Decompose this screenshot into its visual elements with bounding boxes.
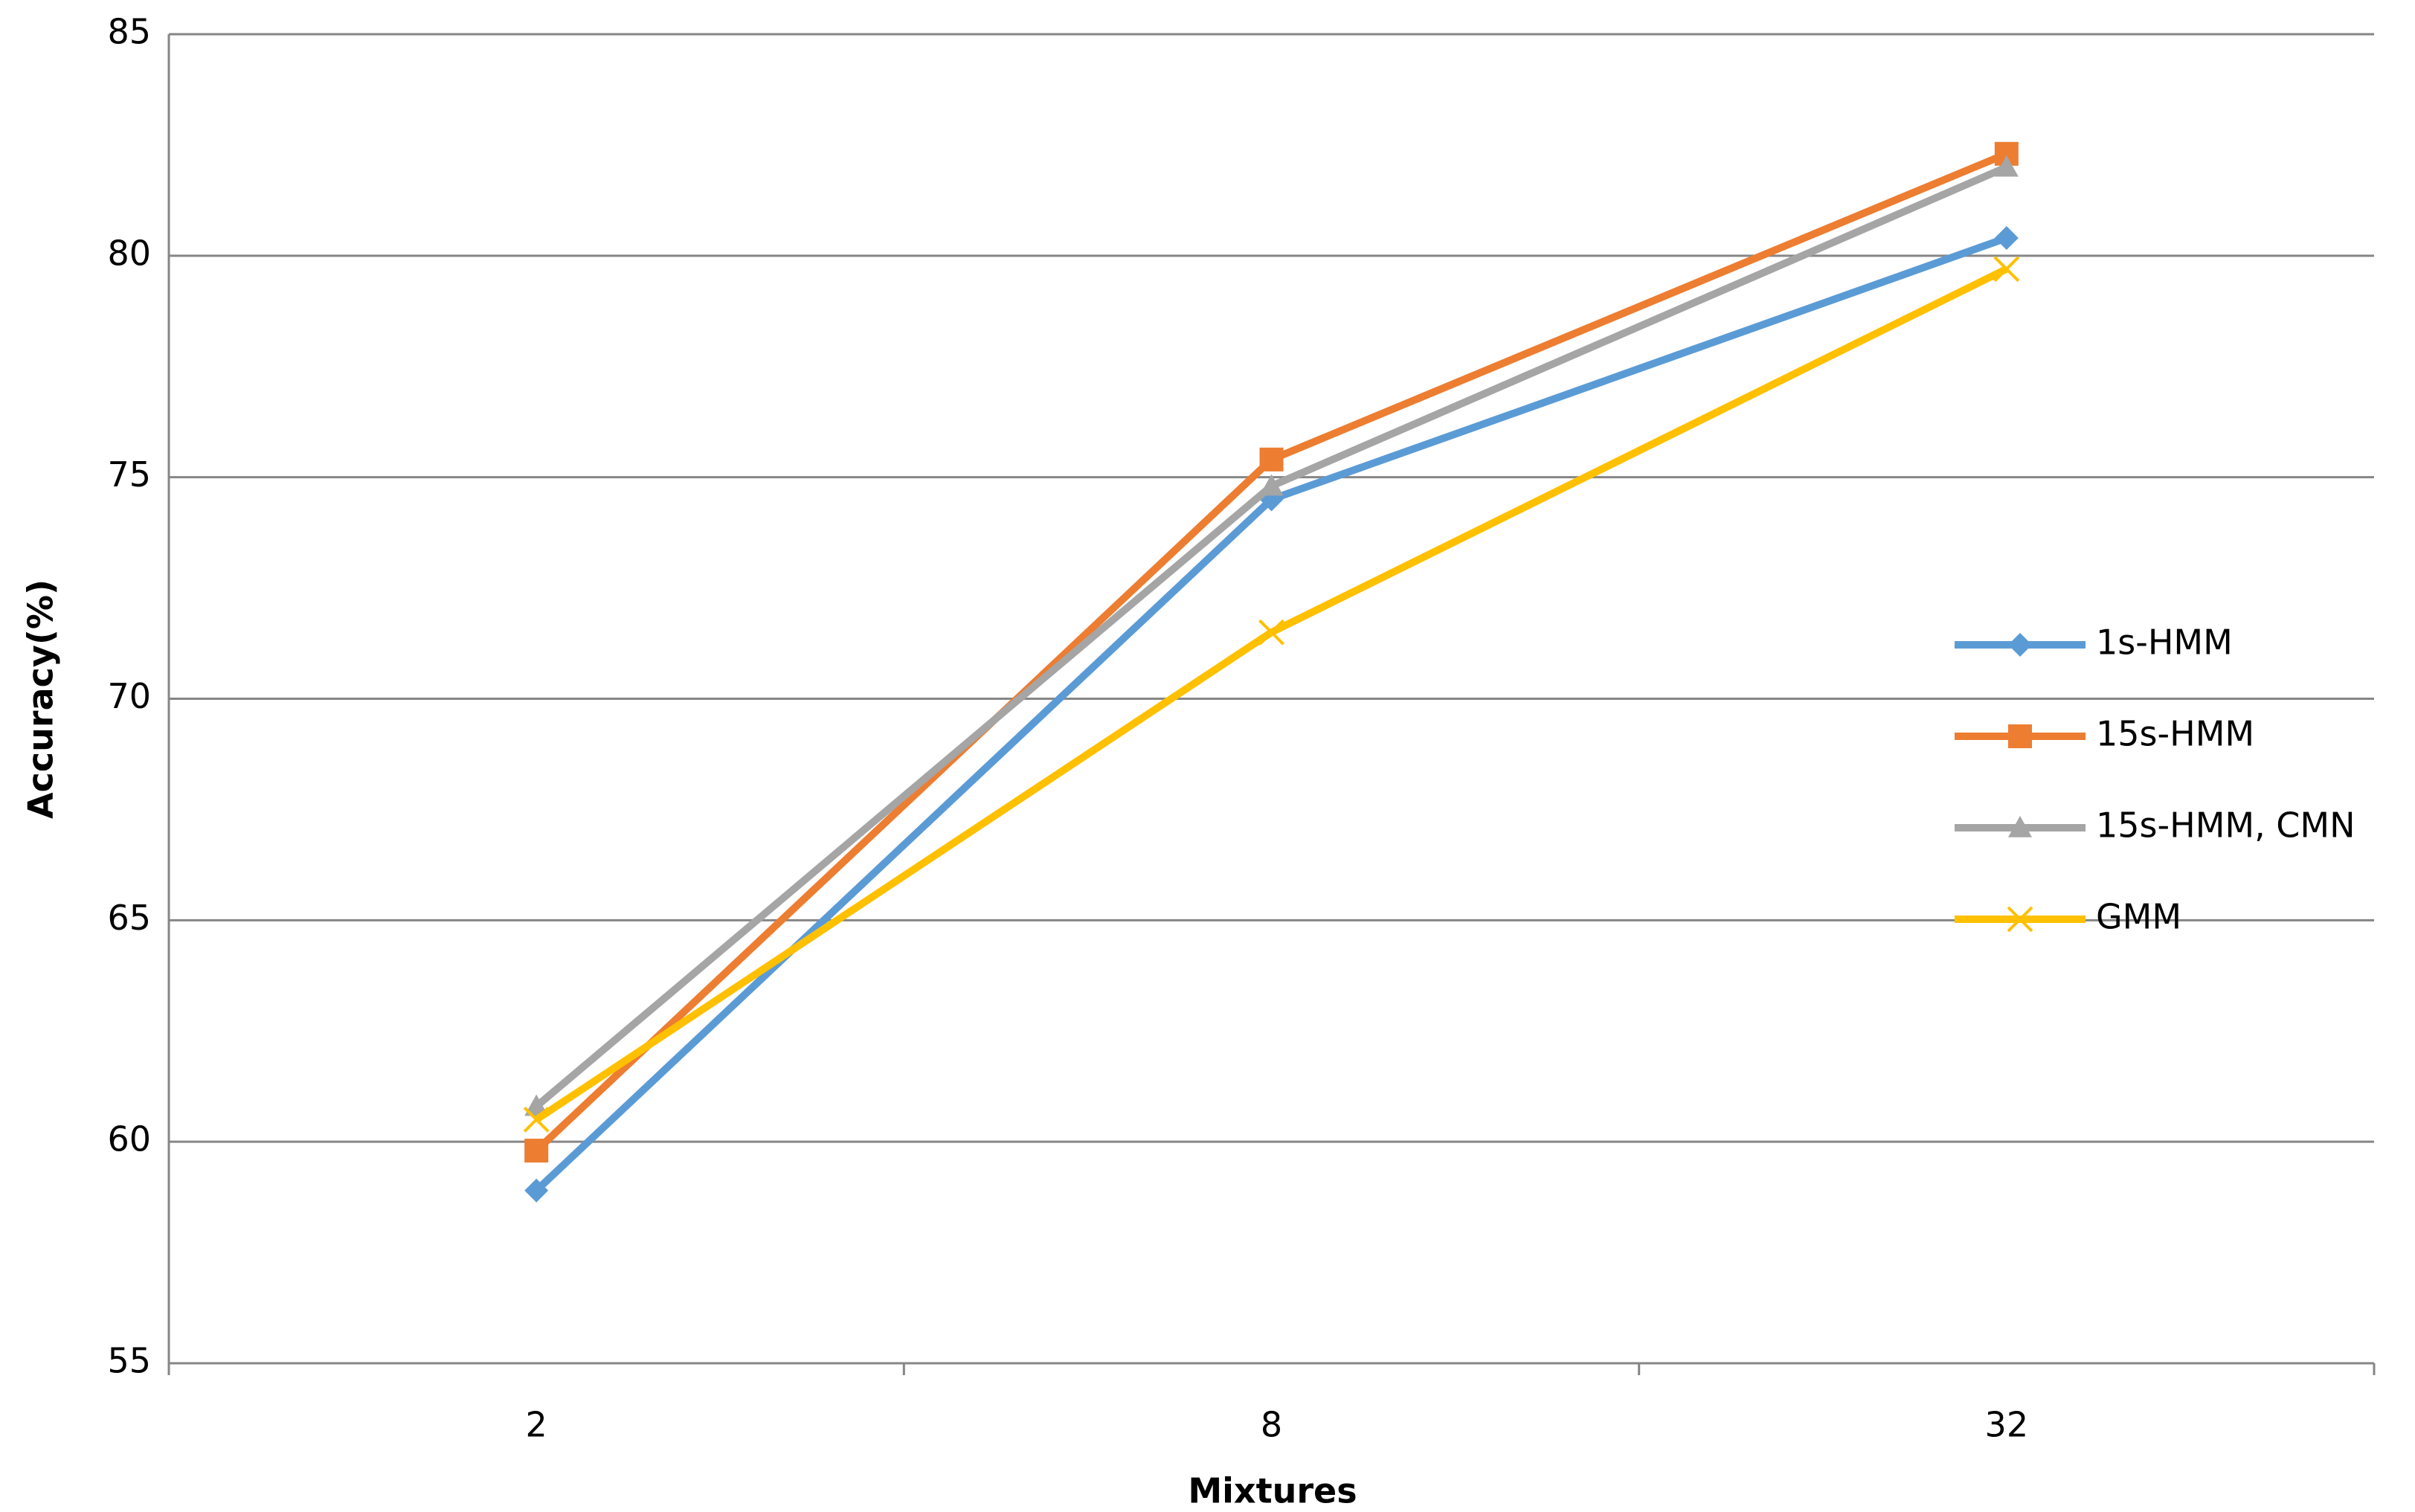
y-axis-title: Accuracy(%) xyxy=(21,579,61,819)
data-point xyxy=(1259,447,1284,472)
y-tick-label: 80 xyxy=(107,233,151,273)
legend-marker xyxy=(2008,724,2032,748)
data-point xyxy=(524,1094,549,1116)
x-tick-label: 32 xyxy=(1985,1405,2029,1445)
data-point xyxy=(1259,474,1284,496)
legend-label: 15s-HMM xyxy=(2096,714,2254,754)
y-tick-label: 75 xyxy=(107,454,151,495)
data-point xyxy=(1994,226,2019,251)
y-tick-label: 55 xyxy=(107,1341,151,1381)
legend-label: GMM xyxy=(2096,897,2181,937)
legend-marker xyxy=(2008,633,2032,657)
series-line xyxy=(534,266,2009,1123)
legend-marker xyxy=(2008,816,2032,837)
y-tick-label: 65 xyxy=(107,898,151,938)
data-point xyxy=(523,1106,550,1133)
data-point xyxy=(524,1178,549,1203)
y-tick-label: 60 xyxy=(107,1119,151,1159)
x-tick-label: 2 xyxy=(526,1405,547,1445)
legend-label: 1s-HMM xyxy=(2096,623,2233,663)
legend-marker xyxy=(2007,906,2033,933)
data-point xyxy=(1994,155,2019,177)
data-point xyxy=(524,1139,549,1163)
x-axis-title: Mixtures xyxy=(1188,1471,1357,1511)
y-tick-label: 70 xyxy=(107,676,151,716)
x-tick-label: 8 xyxy=(1261,1405,1282,1445)
legend-label: 15s-HMM, CMN xyxy=(2096,805,2355,846)
data-point xyxy=(1258,619,1284,646)
data-point xyxy=(1993,256,2020,283)
series-line xyxy=(533,150,2008,1154)
y-tick-label: 85 xyxy=(107,12,151,52)
